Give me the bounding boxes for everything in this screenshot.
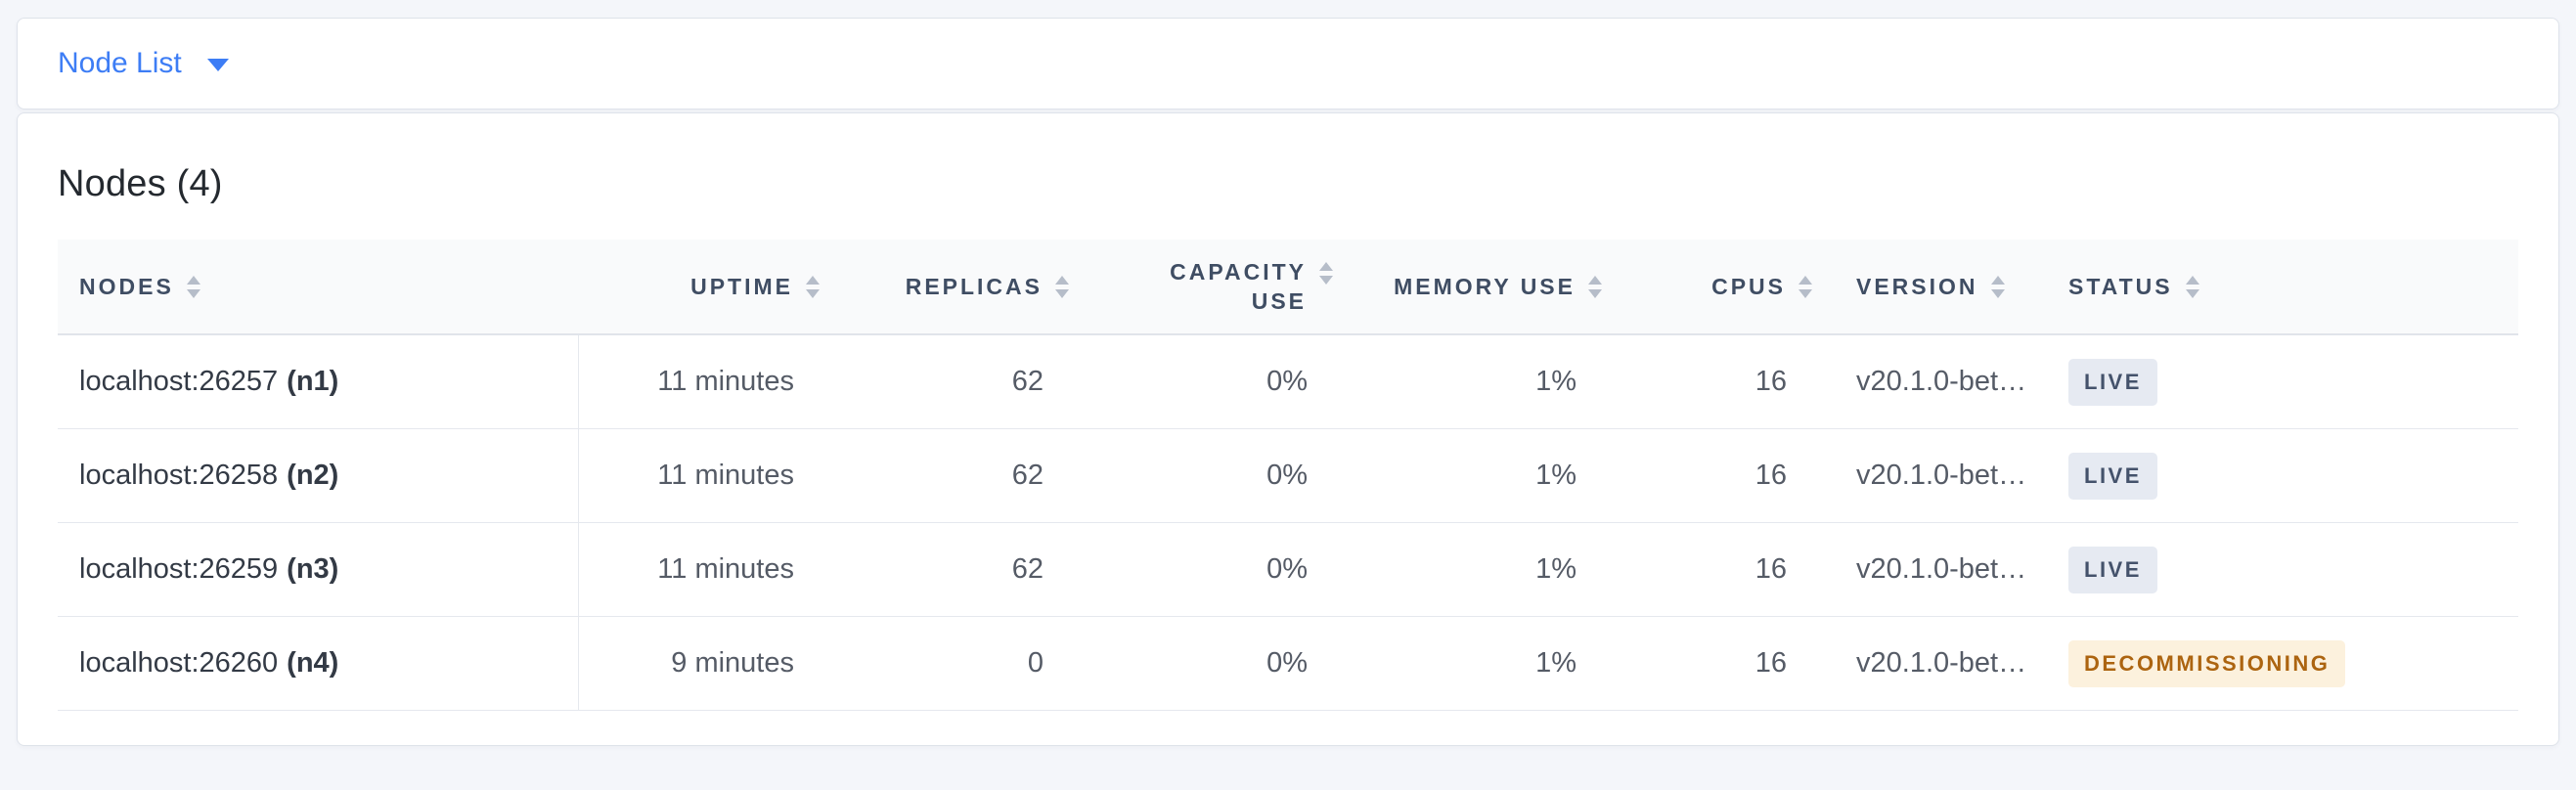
- node-address: localhost:26257: [79, 366, 279, 397]
- table-row: localhost:26260 (n4) 9 minutes 0 0% 1% 16…: [58, 617, 2518, 711]
- status-cell: LIVE: [2055, 335, 2519, 428]
- memory-use-cell: 1%: [1535, 366, 1577, 397]
- memory-use-cell: 1%: [1535, 553, 1577, 585]
- column-header-version[interactable]: VERSION: [1825, 240, 2055, 333]
- node-address: localhost:26259: [79, 553, 279, 585]
- status-badge: LIVE: [2068, 546, 2157, 593]
- status-badge: LIVE: [2068, 452, 2157, 500]
- capacity-use-cell: 0%: [1266, 553, 1308, 585]
- cpus-cell: 16: [1754, 553, 1787, 585]
- version-cell: v20.1.0-bet…: [1856, 647, 2027, 679]
- sort-arrows-icon: [1799, 275, 1812, 298]
- table-row: localhost:26259 (n3) 11 minutes 62 0% 1% …: [58, 523, 2518, 617]
- column-header-label: VERSION: [1856, 273, 1978, 299]
- sort-arrows-icon: [1319, 261, 1333, 285]
- node-list-dropdown[interactable]: Node List: [58, 47, 229, 80]
- column-header-status[interactable]: STATUS: [2055, 240, 2519, 333]
- capacity-use-cell: 0%: [1266, 366, 1308, 397]
- column-header-replicas[interactable]: REPLICAS: [832, 240, 1082, 333]
- node-list-dropdown-label: Node List: [58, 47, 182, 79]
- column-header-label: CPUS: [1711, 273, 1786, 299]
- uptime-cell: 9 minutes: [671, 647, 794, 679]
- view-selector-card: Node List: [17, 18, 2559, 110]
- table-row: localhost:26258 (n2) 11 minutes 62 0% 1% …: [58, 429, 2518, 523]
- column-header-label: CAPACITY USE: [1170, 259, 1307, 314]
- status-cell: LIVE: [2055, 429, 2519, 522]
- column-header-uptime[interactable]: UPTIME: [579, 240, 832, 333]
- node-address-cell[interactable]: localhost:26259 (n3): [58, 523, 579, 616]
- version-cell: v20.1.0-bet…: [1856, 553, 2027, 585]
- capacity-use-cell: 0%: [1266, 647, 1308, 679]
- node-address-cell[interactable]: localhost:26260 (n4): [58, 617, 579, 710]
- node-id: (n3): [287, 553, 339, 585]
- node-address: localhost:26258: [79, 460, 279, 491]
- replicas-cell: 62: [1011, 553, 1044, 585]
- column-header-label: MEMORY USE: [1394, 273, 1576, 299]
- column-header-label: NODES: [79, 273, 174, 299]
- column-header-label: REPLICAS: [905, 273, 1043, 299]
- cpus-cell: 16: [1754, 366, 1787, 397]
- sort-arrows-icon: [2185, 275, 2199, 298]
- node-address-cell[interactable]: localhost:26258 (n2): [58, 429, 579, 522]
- version-cell: v20.1.0-bet…: [1856, 460, 2027, 491]
- version-cell: v20.1.0-bet…: [1856, 366, 2027, 397]
- status-cell: DECOMMISSIONING: [2055, 617, 2519, 710]
- column-header-label: UPTIME: [690, 273, 793, 299]
- sort-arrows-icon: [1588, 275, 1602, 298]
- column-header-cpus[interactable]: CPUS: [1615, 240, 1825, 333]
- nodes-panel: Nodes (4) NODES UPTIME REPLICAS CAPACITY US…: [17, 112, 2559, 746]
- node-address-cell[interactable]: localhost:26257 (n1): [58, 335, 579, 428]
- node-id: (n2): [287, 460, 339, 491]
- caret-down-icon: [206, 59, 229, 71]
- sort-arrows-icon: [806, 275, 820, 298]
- node-id: (n1): [287, 366, 339, 397]
- replicas-cell: 0: [1027, 647, 1044, 679]
- cpus-cell: 16: [1754, 647, 1787, 679]
- sort-arrows-icon: [186, 275, 200, 298]
- status-cell: LIVE: [2055, 523, 2519, 616]
- cpus-cell: 16: [1754, 460, 1787, 491]
- sort-arrows-icon: [1990, 275, 2005, 298]
- table-header-row: NODES UPTIME REPLICAS CAPACITY USE MEMORY US…: [58, 240, 2518, 335]
- column-header-nodes[interactable]: NODES: [58, 240, 579, 333]
- table-row: localhost:26257 (n1) 11 minutes 62 0% 1% …: [58, 335, 2518, 429]
- replicas-cell: 62: [1011, 366, 1044, 397]
- column-header-memory[interactable]: MEMORY USE: [1346, 240, 1615, 333]
- node-list-table: NODES UPTIME REPLICAS CAPACITY USE MEMORY US…: [58, 240, 2518, 711]
- uptime-cell: 11 minutes: [657, 553, 794, 585]
- nodes-count-title: Nodes (4): [58, 163, 223, 204]
- memory-use-cell: 1%: [1535, 460, 1577, 491]
- table-body: localhost:26257 (n1) 11 minutes 62 0% 1% …: [58, 335, 2518, 711]
- status-badge: LIVE: [2068, 358, 2157, 406]
- column-header-label: STATUS: [2068, 273, 2173, 299]
- status-badge: DECOMMISSIONING: [2068, 639, 2346, 687]
- node-address: localhost:26260: [79, 647, 279, 679]
- uptime-cell: 11 minutes: [657, 460, 794, 491]
- memory-use-cell: 1%: [1535, 647, 1577, 679]
- column-header-capacity[interactable]: CAPACITY USE: [1082, 240, 1346, 333]
- capacity-use-cell: 0%: [1266, 460, 1308, 491]
- sort-arrows-icon: [1055, 275, 1069, 298]
- uptime-cell: 11 minutes: [657, 366, 794, 397]
- node-id: (n4): [287, 647, 339, 679]
- replicas-cell: 62: [1011, 460, 1044, 491]
